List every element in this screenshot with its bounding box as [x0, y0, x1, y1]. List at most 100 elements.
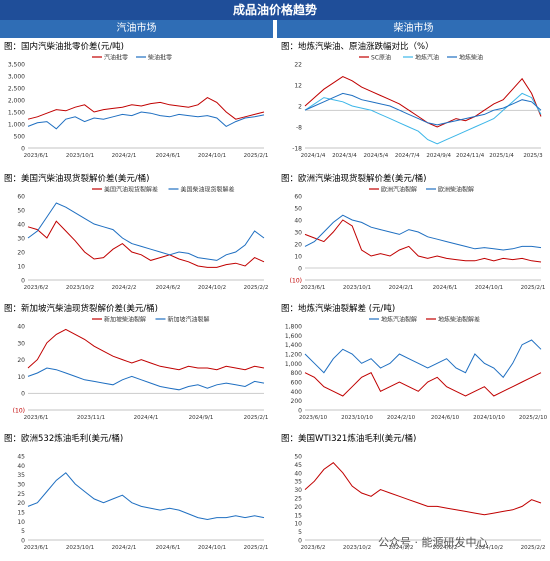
y-tick-label: 15 — [17, 510, 25, 517]
chart-europe-crack: 图：欧洲汽柴油现货裂解价差(美元/桶) 60 50 40 30 20 10 0 (10) 202… — [279, 172, 549, 298]
y-tick-label: 500 — [14, 134, 26, 141]
chart-svg: 40 30 20 10 0 (10)2023/6/1 2023/11/1 2024/4/1 20… — [13, 316, 269, 422]
chart-svg: 60 50 40 30 20 10 0 (10)2023/6/1 2023/10/1 2024/2… — [290, 186, 546, 292]
y-tick-label: 10 — [294, 254, 302, 261]
x-tick-label: 2024/5/4 — [364, 153, 389, 159]
y-tick-label: 1,000 — [285, 361, 302, 368]
y-tick-label: 22 — [294, 62, 302, 69]
y-tick-label: 1,000 — [8, 122, 25, 129]
y-tick-label: 10 — [17, 264, 25, 271]
y-tick-label: 45 — [294, 462, 302, 469]
y-tick-label: (10) — [290, 278, 302, 285]
y-tick-label: 3,000 — [8, 74, 25, 81]
legend-label: 地炼柴油 — [459, 54, 483, 62]
x-tick-label: 2024/10/2 — [198, 285, 226, 291]
x-tick-label: 2024/2/10 — [387, 415, 416, 421]
x-tick-label: 2023/6/1 — [301, 285, 326, 291]
x-tick-label: 2025/2/1 — [244, 153, 269, 159]
y-tick-label: 12 — [294, 83, 302, 90]
y-tick-label: 40 — [17, 463, 25, 470]
y-tick-label: 20 — [294, 504, 302, 511]
x-tick-label: 2024/6/2 — [156, 285, 181, 291]
x-tick-label: 2024/2/1 — [389, 285, 414, 291]
legend-label: 欧洲柴油裂解 — [438, 186, 474, 194]
chart-title: 图：欧洲532炼油毛利(美元/桶) — [4, 434, 124, 444]
y-tick-label: 3,500 — [8, 62, 25, 69]
chart-title: 图：欧洲汽柴油现货裂解价差(美元/桶) — [281, 174, 427, 184]
x-tick-label: 2023/10/1 — [343, 285, 371, 291]
x-tick-label: 2023/10/2 — [66, 285, 94, 291]
x-tick-label: 2024/10/2 — [475, 545, 503, 551]
chart-local-crack: 图：地炼汽柴油裂解差 (元/吨) 1,800 1,600 1,400 1,200 1,0… — [279, 302, 549, 428]
legend-label: 地炼汽油 — [415, 54, 439, 62]
y-tick-label: 10 — [17, 519, 25, 526]
chart-singapore-crack: 图：新加坡汽柴油现货裂解价差(美元/桶) 40 30 20 10 0 (10) 2023/6… — [2, 302, 272, 428]
diesel-section-header: 柴油市场 — [277, 20, 550, 38]
x-tick-label: 2024/10/1 — [475, 285, 503, 291]
y-tick-label: 40 — [294, 218, 302, 225]
y-tick-label: 0 — [298, 266, 302, 273]
x-tick-label: 2024/9/1 — [189, 415, 214, 421]
legend-label: 地炼汽油裂解 — [381, 316, 417, 324]
x-tick-label: 2023/11/1 — [77, 415, 105, 421]
y-tick-label: 30 — [294, 230, 302, 237]
y-tick-label: 30 — [294, 487, 302, 494]
chart-retail-margin: 图：国内汽柴油批零价差(元/吨) 3,500 3,000 2,500 2,000 1,5… — [2, 40, 272, 166]
x-tick-label: 2024/11/4 — [456, 153, 485, 159]
chart-title: 图：地炼汽柴油裂解差 (元/吨) — [281, 304, 396, 314]
y-tick-label: 10 — [294, 521, 302, 528]
y-tick-label: -8 — [296, 125, 302, 132]
series-line — [304, 339, 542, 379]
y-tick-label: 5 — [298, 529, 302, 536]
series-line — [304, 92, 542, 145]
chart-title: 图：美国汽柴油现货裂解价差(美元/桶) — [4, 174, 150, 184]
y-tick-label: 0 — [298, 538, 302, 545]
chart-title: 图：国内汽柴油批零价差(元/吨) — [4, 42, 124, 52]
legend-label: SC原油 — [371, 54, 391, 62]
x-tick-label: 2024/7/4 — [395, 153, 420, 159]
y-tick-label: 30 — [17, 236, 25, 243]
y-tick-label: 400 — [291, 389, 303, 396]
x-tick-label: 2024/6/10 — [431, 415, 460, 421]
chart-us-crack: 图：美国汽柴油现货裂解价差(美元/桶) 60 50 40 30 20 10 0 2023/6/… — [2, 172, 272, 298]
y-tick-label: 35 — [294, 479, 302, 486]
series-line — [304, 372, 542, 397]
chart-title: 图：地炼汽柴油、原油涨跌幅对比（%） — [281, 42, 434, 52]
x-tick-label: 2024/9/4 — [426, 153, 451, 159]
chart-local-refinery-vs-crude: 图：地炼汽柴油、原油涨跌幅对比（%） 22 12 2 -8 -18 2024/1/4 202… — [279, 40, 549, 166]
chart-svg: 3,500 3,000 2,500 2,000 1,500 1,000 500 02023/6… — [8, 54, 269, 160]
y-tick-label: 1,800 — [285, 324, 302, 331]
legend-label: 柴油批零 — [148, 54, 172, 62]
chart-europe-532-margin: 图：欧洲532炼油毛利(美元/桶) 45 40 35 30 25 20 15 10 5 0 2023… — [2, 432, 272, 558]
y-tick-label: 30 — [17, 340, 25, 347]
x-tick-label: 2025/1/4 — [489, 153, 514, 159]
x-tick-label: 2023/6/1 — [24, 415, 49, 421]
x-tick-label: 2023/6/2 — [24, 285, 49, 291]
y-tick-label: 0 — [298, 408, 302, 415]
legend-label: 新加坡汽油裂解 — [168, 316, 210, 324]
x-tick-label: 2024/1/4 — [301, 153, 326, 159]
y-tick-label: 15 — [294, 512, 302, 519]
legend-label: 汽油批零 — [104, 54, 128, 62]
y-tick-label: 25 — [17, 491, 25, 498]
x-tick-label: 2024/2/2 — [112, 285, 137, 291]
x-tick-label: 2025/2/2 — [244, 285, 269, 291]
x-tick-label: 2024/6/1 — [156, 545, 181, 551]
x-tick-label: 2024/10/1 — [198, 153, 226, 159]
series-line — [27, 367, 265, 391]
y-tick-label: 40 — [17, 324, 25, 331]
y-tick-label: 0 — [21, 538, 25, 545]
chart-us-wti321-margin: 图：美国WTI321炼油毛利(美元/桶) 50 45 40 35 30 25 20 15 10 5… — [279, 432, 549, 558]
legend-label: 欧洲汽油裂解 — [381, 186, 417, 194]
y-tick-label: 50 — [294, 206, 302, 213]
y-tick-label: 0 — [21, 278, 25, 285]
y-tick-label: 1,500 — [8, 110, 25, 117]
watermark-text: 公众号 · 能源研发中心 — [378, 536, 488, 549]
y-tick-label: 60 — [17, 194, 25, 201]
series-line — [304, 219, 542, 263]
y-tick-label: 2,000 — [8, 98, 25, 105]
